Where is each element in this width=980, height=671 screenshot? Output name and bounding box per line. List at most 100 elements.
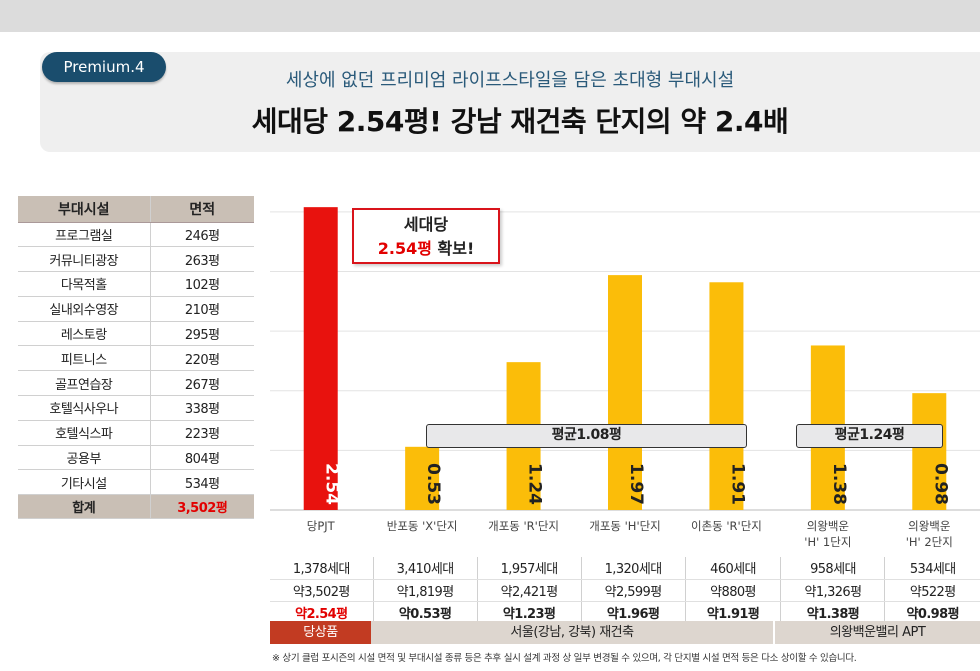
callout-line1: 세대당 [403,215,449,234]
facilities-header-row: 부대시설 면적 [18,196,254,223]
total-area-cell: 약1,819평 [372,579,478,602]
households-cell: 460세대 [684,557,781,580]
callout-line2: 2.54평 확보! [354,237,498,261]
bar-value-label: 0.98 [930,463,950,505]
facilities-table: 부대시설 면적 프로그램실 246평 커뮤니티광장 263평 다목적홀 102평 실내외수영… [18,196,254,520]
households-cell: 1,957세대 [476,557,582,580]
facility-row: 기타시설 534평 [18,469,254,496]
facility-area-header: 면적 [150,196,254,223]
facility-name: 피트니스 [18,345,151,372]
total-area-cell: 약3,502평 [270,579,374,602]
premium-badge: Premium.4 [42,52,166,82]
facility-name-header: 부대시설 [18,196,151,223]
page-subtitle: 세상에 없던 프리미엄 라이프스타일을 담은 초대형 부대시설 [285,70,735,91]
bar [912,393,947,510]
bar [405,446,440,510]
category-label: 반포동 'X'단지 [387,519,458,533]
facility-area: 246평 [150,222,254,248]
callout-highlight: 2.54평 [377,239,432,258]
facility-area: 804평 [150,445,254,471]
callout-suffix: 확보! [431,239,475,258]
bar-value-label: 1.38 [829,463,849,505]
bar [608,275,642,510]
facility-area: 295평 [150,321,254,347]
per-household-cell: 약2.54평 [270,601,374,624]
facility-area: 223평 [150,420,254,446]
category-label: 이촌동 'R'단지 [691,519,762,533]
facility-area: 210평 [150,296,254,322]
per-household-cell: 약0.98평 [884,601,980,624]
per-household-cell: 약1.96평 [580,601,686,624]
bar-value-label: 1.24 [525,463,545,505]
average-uiwang-box: 평균1.24평 [796,424,943,448]
total-area-cell: 약2,599평 [580,579,686,602]
category-label: 개포동 'R'단지 [488,519,559,533]
category-label: 개포동 'H'단지 [589,519,661,533]
facility-name: 공용부 [18,445,151,471]
category-label: 의왕백운 'H' 1단지 [804,519,851,549]
total-area-cell: 약522평 [884,579,980,602]
total-area-cell: 약880평 [684,579,781,602]
facility-row: 호텔식스파 223평 [18,420,254,446]
households-cell: 1,320세대 [580,557,686,580]
facility-row: 호텔식사우나 338평 [18,395,254,421]
facility-row: 공용부 804평 [18,445,254,471]
bar-value-label: 1.97 [626,463,646,505]
facility-row: 실내외수영장 210평 [18,296,254,322]
bar [303,207,338,510]
facilities-total-row: 합계 3,502평 [18,494,254,520]
bar-value-label: 2.54 [322,463,342,505]
per-household-cell: 약1.91평 [684,601,781,624]
households-cell: 534세대 [884,557,980,580]
facility-area: 267평 [150,370,254,397]
facility-area: 534평 [150,469,254,496]
bar [709,282,744,510]
bar-value-label: 1.91 [727,463,747,505]
facility-name: 다목적홀 [18,271,151,297]
facility-area: 263평 [150,246,254,273]
facility-name: 레스토랑 [18,321,151,347]
facility-name: 호텔식사우나 [18,395,151,421]
bar-value-label: 0.53 [423,463,443,505]
group-ours: 당상품 [270,621,371,644]
facility-area: 220평 [150,345,254,372]
category-label: 당PJT [307,519,336,533]
facility-name: 프로그램실 [18,222,151,248]
footnote: ※ 상기 클럽 포시즌의 시설 면적 및 부대시설 종류 등은 추후 실시 설계… [272,653,857,664]
category-label: 의왕백운 'H' 2단지 [906,519,953,549]
total-area-cell: 약2,421평 [476,579,582,602]
per-household-cell: 약1.23평 [476,601,582,624]
households-row: 1,378세대 3,410세대 1,957세대 1,320세대 460세대 958세대 53… [270,557,980,580]
facility-row: 커뮤니티광장 263평 [18,246,254,273]
header-panel [40,52,980,152]
facility-name: 실내외수영장 [18,296,151,322]
total-label: 합계 [18,494,151,520]
facility-row: 골프연습장 267평 [18,370,254,397]
facility-name: 호텔식스파 [18,420,151,446]
households-cell: 1,378세대 [270,557,374,580]
total-area-row: 약3,502평 약1,819평 약2,421평 약2,599평 약880평 약1,326평… [270,579,980,602]
page-title: 세대당 2.54평! 강남 재건축 단지의 약 2.4배 [251,105,789,138]
facility-area: 338평 [150,395,254,421]
facility-row: 레스토랑 295평 [18,321,254,347]
facility-row: 프로그램실 246평 [18,222,254,248]
top-bar [0,0,980,32]
facility-name: 커뮤니티광장 [18,246,151,273]
facility-row: 다목적홀 102평 [18,271,254,297]
average-seoul-box: 평균1.08평 [426,424,747,448]
per-household-cell: 약1.38평 [780,601,885,624]
households-cell: 958세대 [780,557,885,580]
facility-name: 기타시설 [18,469,151,496]
facility-area: 102평 [150,271,254,297]
total-area-cell: 약1,326평 [780,579,885,602]
group-seoul: 서울(강남, 강북) 재건축 [371,621,773,644]
bar-chart: 2.54 당PJT 0.53 반포동 'X'단지 1.24 개포동 'R'단지 1.97 개포… [270,207,980,549]
facility-row: 피트니스 220평 [18,345,254,372]
group-uiwang: 의왕백운밸리 APT [773,621,980,644]
callout-box: 세대당 2.54평 확보! [352,208,500,264]
per-household-cell: 약0.53평 [372,601,478,624]
per-household-row: 약2.54평 약0.53평 약1.23평 약1.96평 약1.91평 약1.38평 약0.9… [270,601,980,624]
households-cell: 3,410세대 [372,557,478,580]
facility-name: 골프연습장 [18,370,151,397]
comparison-table: 1,378세대 3,410세대 1,957세대 1,320세대 460세대 958세대 53… [270,557,980,624]
